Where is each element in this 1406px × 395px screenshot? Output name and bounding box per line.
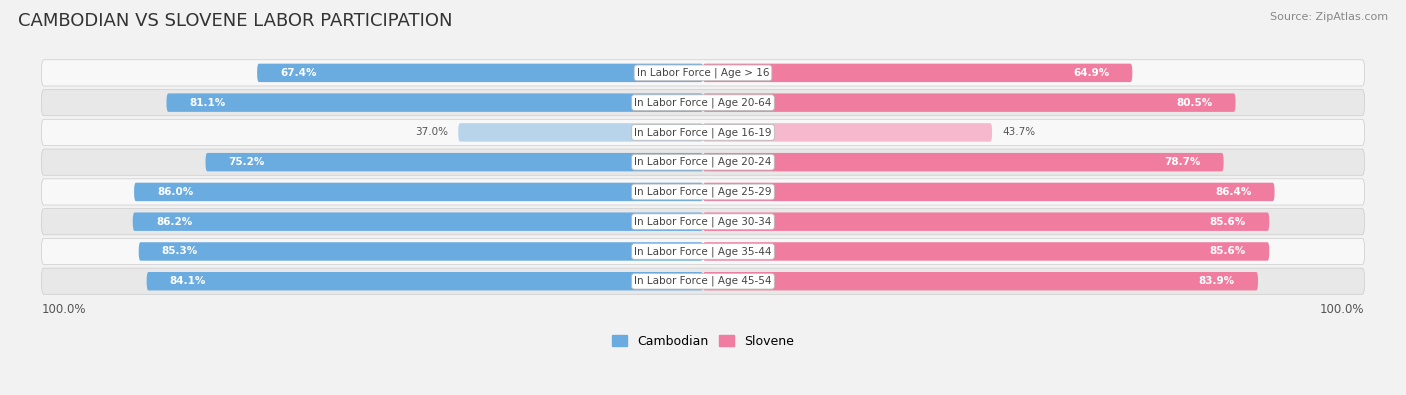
Text: 85.3%: 85.3%: [162, 246, 198, 256]
FancyBboxPatch shape: [41, 149, 1365, 175]
Text: 86.0%: 86.0%: [157, 187, 194, 197]
FancyBboxPatch shape: [458, 123, 703, 142]
FancyBboxPatch shape: [41, 179, 1365, 205]
FancyBboxPatch shape: [41, 209, 1365, 235]
FancyBboxPatch shape: [703, 213, 1270, 231]
FancyBboxPatch shape: [703, 93, 1236, 112]
Text: 86.2%: 86.2%: [156, 217, 193, 227]
FancyBboxPatch shape: [146, 272, 703, 290]
FancyBboxPatch shape: [41, 90, 1365, 116]
Text: 64.9%: 64.9%: [1073, 68, 1109, 78]
FancyBboxPatch shape: [703, 272, 1258, 290]
Text: 80.5%: 80.5%: [1177, 98, 1212, 107]
Text: 67.4%: 67.4%: [280, 68, 316, 78]
FancyBboxPatch shape: [139, 242, 703, 261]
FancyBboxPatch shape: [703, 153, 1223, 171]
Text: In Labor Force | Age 20-64: In Labor Force | Age 20-64: [634, 98, 772, 108]
FancyBboxPatch shape: [257, 64, 703, 82]
Text: In Labor Force | Age > 16: In Labor Force | Age > 16: [637, 68, 769, 78]
Text: 84.1%: 84.1%: [170, 276, 207, 286]
FancyBboxPatch shape: [41, 268, 1365, 294]
FancyBboxPatch shape: [134, 183, 703, 201]
Text: 43.7%: 43.7%: [1002, 128, 1035, 137]
Text: 81.1%: 81.1%: [190, 98, 226, 107]
Text: 100.0%: 100.0%: [1320, 303, 1365, 316]
FancyBboxPatch shape: [703, 242, 1270, 261]
Legend: Cambodian, Slovene: Cambodian, Slovene: [607, 330, 799, 353]
Text: In Labor Force | Age 20-24: In Labor Force | Age 20-24: [634, 157, 772, 167]
Text: In Labor Force | Age 16-19: In Labor Force | Age 16-19: [634, 127, 772, 137]
Text: 85.6%: 85.6%: [1211, 246, 1246, 256]
FancyBboxPatch shape: [166, 93, 703, 112]
FancyBboxPatch shape: [703, 123, 993, 142]
FancyBboxPatch shape: [41, 60, 1365, 86]
Text: CAMBODIAN VS SLOVENE LABOR PARTICIPATION: CAMBODIAN VS SLOVENE LABOR PARTICIPATION: [18, 12, 453, 30]
Text: 75.2%: 75.2%: [229, 157, 266, 167]
Text: 100.0%: 100.0%: [41, 303, 86, 316]
Text: Source: ZipAtlas.com: Source: ZipAtlas.com: [1270, 12, 1388, 22]
Text: In Labor Force | Age 35-44: In Labor Force | Age 35-44: [634, 246, 772, 257]
FancyBboxPatch shape: [703, 64, 1132, 82]
Text: In Labor Force | Age 25-29: In Labor Force | Age 25-29: [634, 187, 772, 197]
Text: 83.9%: 83.9%: [1199, 276, 1234, 286]
FancyBboxPatch shape: [703, 183, 1275, 201]
Text: 86.4%: 86.4%: [1215, 187, 1251, 197]
FancyBboxPatch shape: [41, 238, 1365, 265]
Text: 37.0%: 37.0%: [415, 128, 449, 137]
FancyBboxPatch shape: [132, 213, 703, 231]
Text: 78.7%: 78.7%: [1164, 157, 1201, 167]
FancyBboxPatch shape: [205, 153, 703, 171]
FancyBboxPatch shape: [41, 119, 1365, 145]
Text: In Labor Force | Age 45-54: In Labor Force | Age 45-54: [634, 276, 772, 286]
Text: 85.6%: 85.6%: [1211, 217, 1246, 227]
Text: In Labor Force | Age 30-34: In Labor Force | Age 30-34: [634, 216, 772, 227]
